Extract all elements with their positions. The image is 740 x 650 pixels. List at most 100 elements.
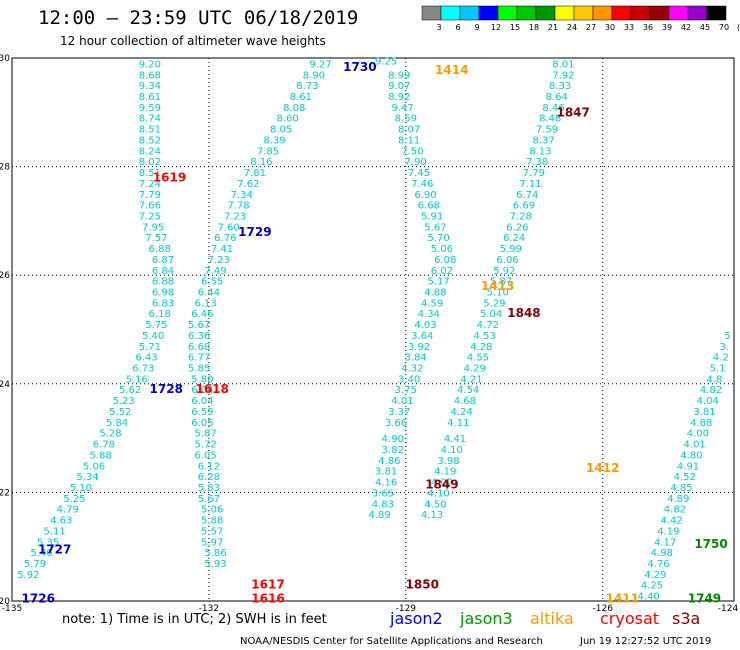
- wave-height-value: 6.98: [152, 287, 174, 298]
- wave-height-value: 6.68: [188, 342, 210, 353]
- pass-time-label: 1848: [507, 306, 540, 320]
- wave-height-value: 7.50: [401, 146, 423, 157]
- pass-time-label: 1618: [195, 382, 228, 396]
- wave-height-value: 4.19: [657, 526, 679, 537]
- wave-height-value: 5.80: [191, 374, 213, 385]
- wave-height-value: 3.40: [398, 374, 420, 385]
- wave-height-value: 8.64: [546, 92, 568, 103]
- wave-height-value: 6.18: [149, 309, 171, 320]
- latitude-tick: 30: [0, 54, 10, 64]
- wave-height-value: 5.06: [431, 244, 453, 255]
- wave-height-value: 7.38: [526, 157, 548, 168]
- wave-height-value: 5.87: [194, 429, 216, 440]
- map-subtitle: 12 hour collection of altimeter wave hei…: [60, 34, 326, 48]
- wave-height-value: 5.11: [44, 526, 66, 537]
- colorbar-label: 3: [436, 23, 441, 32]
- wave-height-value: 4.82: [700, 385, 722, 396]
- wave-height-value: 5.40: [142, 331, 164, 342]
- wave-height-value: 7.49: [204, 266, 226, 277]
- wave-height-value: 3.65: [372, 488, 394, 499]
- wave-height-value: 7.59: [536, 125, 558, 136]
- wave-height-value: 4.68: [454, 396, 476, 407]
- footnote: note: 1) Time is in UTC; 2) SWH is in fe…: [62, 612, 327, 627]
- track: 8.017.928.338.648.468.487.598.378.137.38…: [421, 59, 575, 521]
- wave-height-value: 5.67: [188, 320, 210, 331]
- wave-height-value: 5.85: [188, 364, 210, 375]
- colorbar-swatch: [630, 5, 651, 21]
- wave-height-value: 4.90: [382, 434, 404, 445]
- wave-height-value: 4.80: [680, 450, 702, 461]
- colorbar-label: 70: [719, 23, 729, 32]
- wave-height-value: 6.12: [198, 461, 220, 472]
- wave-height-value: 8.33: [549, 81, 571, 92]
- wave-height-value: 9.20: [139, 59, 161, 70]
- colorbar-label: 21: [548, 23, 558, 32]
- credit-line: NOAA/NESDIS Center for Satellite Applica…: [240, 636, 543, 647]
- wave-height-value: 5.86: [204, 548, 226, 559]
- pass-time-label: 1619: [153, 170, 186, 184]
- wave-height-value: 4.79: [57, 505, 79, 516]
- colorbar-swatch: [459, 5, 480, 21]
- wave-height-value: 6.69: [513, 201, 535, 212]
- wave-height-value: 8.05: [270, 125, 292, 136]
- wave-height-value: 3.82: [382, 445, 404, 456]
- wave-height-value: 3.81: [375, 467, 397, 478]
- wave-height-value: 6.13: [194, 298, 216, 309]
- wave-height-value: 7.57: [145, 233, 167, 244]
- wave-height-value: 3.84: [405, 353, 427, 364]
- wave-height-value: 8.11: [398, 135, 420, 146]
- plot-area: 9.208.689.348.619.598.748.518.528.248.02…: [11, 57, 735, 605]
- wave-height-value: 8.99: [388, 70, 410, 81]
- wave-height-value: 8.48: [539, 114, 561, 125]
- wave-height-value: 4.50: [424, 499, 446, 510]
- wave-height-value: 4.53: [473, 331, 495, 342]
- wave-height-value: 4.21: [460, 374, 482, 385]
- wave-height-value: 6.88: [152, 277, 174, 288]
- wave-height-value: 4.29: [464, 364, 486, 375]
- wave-height-value: 6.04: [191, 385, 213, 396]
- wave-height-value: 4.24: [450, 407, 472, 418]
- wave-height-value: 9.07: [388, 81, 410, 92]
- wave-height-value: 4.28: [470, 342, 492, 353]
- wave-height-value: 6.05: [194, 450, 216, 461]
- colorbar-label: 15: [510, 23, 520, 32]
- longitude-axis: -135-132-129-126-123-124: [2, 604, 739, 614]
- wave-height-value: 5.06: [83, 461, 105, 472]
- wave-height-value: 5.88: [201, 516, 223, 527]
- wave-height-value: 3.92: [408, 342, 430, 353]
- wave-height-value: 4.55: [467, 353, 489, 364]
- colorbar-swatch: [497, 5, 518, 21]
- pass-time-label: 1411: [606, 591, 639, 605]
- wave-height-value: 8.13: [529, 146, 551, 157]
- wave-height-value: 7.79: [523, 168, 545, 179]
- wave-height-value: 7.90: [405, 157, 427, 168]
- pass-time-label: 1413: [481, 279, 514, 293]
- wave-height-value: 8.46: [542, 103, 564, 114]
- wave-height-value: 8.59: [395, 114, 417, 125]
- wave-height-value: 5.52: [109, 407, 131, 418]
- pass-time-label: 1750: [694, 537, 727, 551]
- wave-height-value: 4.42: [661, 516, 683, 527]
- colorbar-label: 27: [586, 23, 596, 32]
- wave-height-value: 4.41: [444, 434, 466, 445]
- wave-height-value: 4.17: [654, 537, 676, 548]
- colorbar-label: 36: [643, 23, 653, 32]
- track: 9.278.908.738.618.088.608.058.397.858.16…: [188, 59, 332, 570]
- pass-time-label: 1616: [251, 591, 284, 605]
- wave-height-value: 4.88: [424, 287, 446, 298]
- colorbar-label: 39: [662, 23, 672, 32]
- wave-height-value: 4.63: [50, 516, 72, 527]
- longitude-tick: -124: [718, 604, 739, 614]
- wave-height-value: 4.01: [391, 396, 413, 407]
- colorbar-swatch: [592, 5, 613, 21]
- pass-time-label: 1726: [22, 591, 55, 605]
- pass-time-label: 1727: [38, 542, 71, 556]
- wave-height-value: 4.2: [713, 353, 729, 364]
- wave-height-value: 6.24: [503, 233, 525, 244]
- wave-height-value: 5.10: [487, 287, 509, 298]
- wave-height-value: 3.64: [411, 331, 433, 342]
- wave-height-value: 7.41: [211, 244, 233, 255]
- wave-height-value: 4.89: [667, 494, 689, 505]
- wave-height-value: 4.40: [638, 592, 660, 603]
